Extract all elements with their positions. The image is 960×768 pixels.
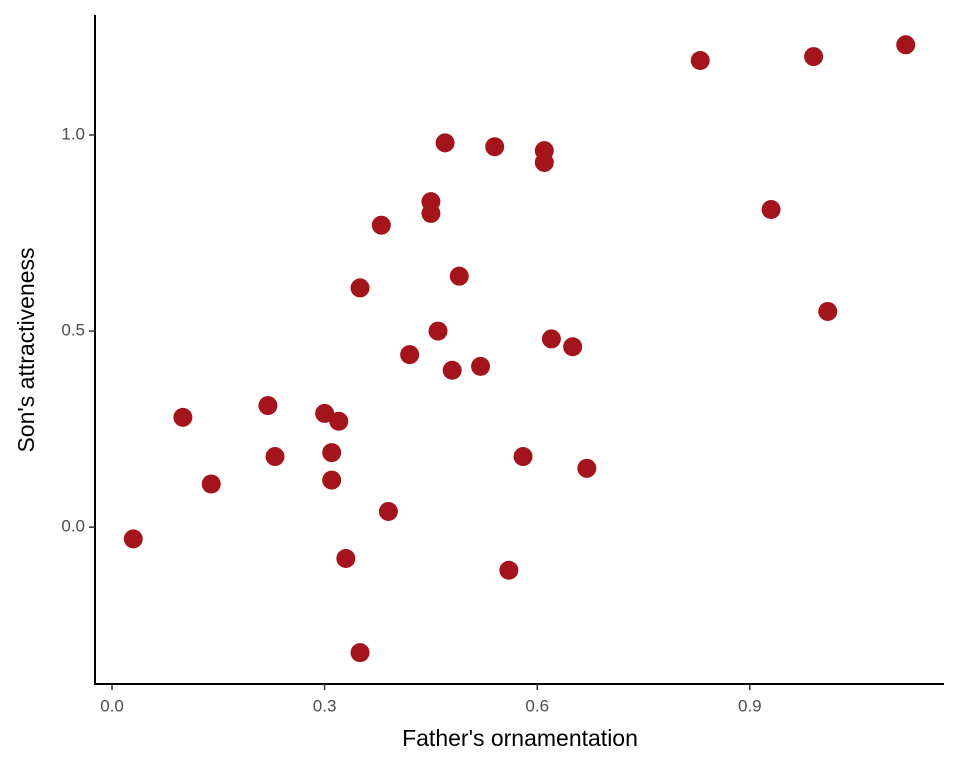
- point: [173, 407, 193, 427]
- point: [804, 47, 824, 67]
- point: [421, 203, 441, 223]
- point: [442, 360, 462, 380]
- point: [123, 529, 143, 549]
- point: [818, 301, 838, 321]
- point: [378, 501, 398, 521]
- point: [400, 345, 420, 365]
- point: [577, 458, 597, 478]
- point: [322, 470, 342, 490]
- point: [258, 396, 278, 416]
- point: [201, 474, 221, 494]
- point: [534, 152, 554, 172]
- point: [329, 411, 349, 431]
- x-tick-label: 0.0: [100, 696, 124, 715]
- point: [322, 443, 342, 463]
- point: [315, 403, 335, 423]
- y-tick-label: 0.0: [61, 517, 85, 536]
- x-axis-title: Father's ornamentation: [402, 725, 638, 751]
- x-tick-label: 0.6: [525, 696, 549, 715]
- point: [563, 337, 583, 357]
- point: [541, 329, 561, 349]
- x-tick-label: 0.9: [738, 696, 762, 715]
- point: [350, 278, 370, 298]
- point: [471, 356, 491, 376]
- point: [499, 560, 519, 580]
- x-tick-label: 0.3: [313, 696, 337, 715]
- point: [350, 643, 370, 663]
- y-tick-label: 1.0: [61, 124, 85, 143]
- point: [513, 447, 533, 467]
- point: [428, 321, 448, 341]
- point: [485, 137, 505, 157]
- point: [896, 35, 916, 55]
- point: [336, 549, 356, 569]
- point: [435, 133, 455, 153]
- y-axis-title: Son's attractiveness: [13, 247, 39, 452]
- point: [449, 266, 469, 286]
- point: [690, 50, 710, 70]
- point: [371, 215, 391, 235]
- point: [761, 200, 781, 220]
- y-tick-label: 0.5: [61, 321, 85, 340]
- point: [265, 447, 285, 467]
